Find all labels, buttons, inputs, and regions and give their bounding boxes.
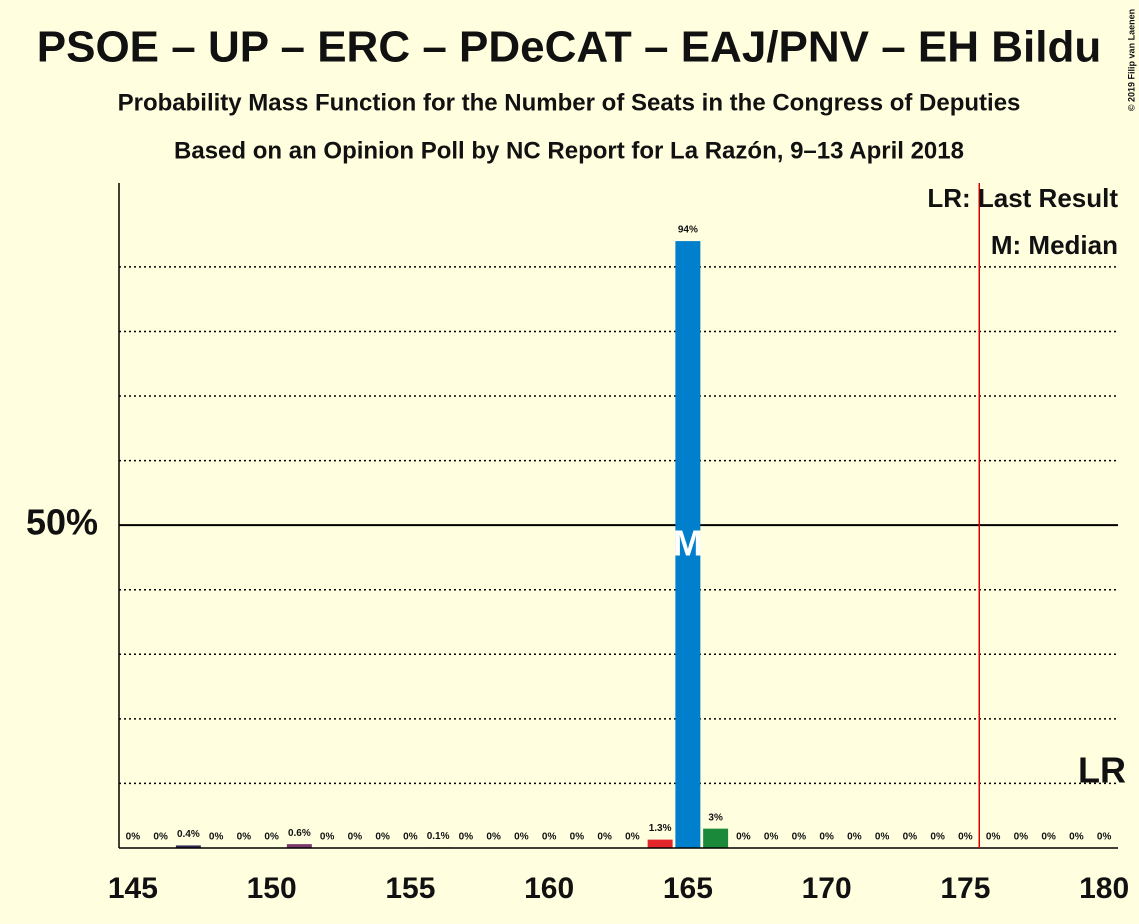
value-label: 0% — [1041, 832, 1056, 843]
value-label: 0% — [375, 832, 390, 843]
chart-subtitle: Probability Mass Function for the Number… — [118, 89, 1021, 116]
value-label: 0% — [403, 832, 418, 843]
value-label: 0% — [348, 832, 363, 843]
value-label: 0% — [126, 832, 141, 843]
bar — [286, 844, 312, 848]
x-tick-label: 175 — [940, 872, 990, 905]
value-label: 0% — [903, 832, 918, 843]
value-label: 0.1% — [427, 831, 450, 842]
value-label: 0% — [986, 832, 1001, 843]
value-label: 0% — [320, 832, 335, 843]
value-label: 0% — [237, 832, 252, 843]
chart-title: PSOE – UP – ERC – PDeCAT – EAJ/PNV – EH … — [37, 23, 1101, 72]
legend-entry: M: Median — [991, 230, 1118, 260]
x-tick-label: 160 — [524, 872, 574, 905]
value-label: 0% — [736, 832, 751, 843]
value-label: 0% — [625, 832, 640, 843]
value-label: 94% — [678, 225, 698, 236]
value-label: 0% — [153, 832, 168, 843]
value-label: 0% — [819, 832, 834, 843]
last-result-label: LR — [1078, 750, 1126, 791]
value-label: 0% — [792, 832, 807, 843]
value-label: 0% — [764, 832, 779, 843]
value-label: 0% — [514, 832, 529, 843]
value-label: 0% — [1069, 832, 1084, 843]
value-label: 0% — [264, 832, 279, 843]
bar — [703, 828, 729, 848]
median-marker: M — [673, 523, 703, 564]
bar — [647, 839, 673, 848]
chart-subtitle: Based on an Opinion Poll by NC Report fo… — [174, 137, 964, 164]
value-label: 0.6% — [288, 828, 311, 839]
value-label: 0% — [542, 832, 557, 843]
value-label: 0% — [459, 832, 474, 843]
value-label: 0% — [486, 832, 501, 843]
value-label: 0.4% — [177, 829, 200, 840]
value-label: 0% — [570, 832, 585, 843]
value-label: 3% — [708, 812, 723, 823]
x-tick-label: 150 — [247, 872, 297, 905]
value-label: 0% — [209, 832, 224, 843]
value-label: 1.3% — [649, 823, 672, 834]
x-tick-label: 155 — [385, 872, 435, 905]
y-tick-label: 50% — [26, 502, 98, 543]
value-label: 0% — [847, 832, 862, 843]
x-tick-label: 170 — [802, 872, 852, 905]
copyright: © 2019 Filip van Laenen — [1126, 9, 1136, 111]
value-label: 0% — [930, 832, 945, 843]
value-label: 0% — [958, 832, 973, 843]
x-tick-label: 165 — [663, 872, 713, 905]
legend-entry: LR: Last Result — [927, 183, 1118, 213]
value-label: 0% — [1097, 832, 1112, 843]
value-label: 0% — [597, 832, 612, 843]
x-tick-label: 145 — [108, 872, 158, 905]
value-label: 0% — [1014, 832, 1029, 843]
bar — [675, 241, 701, 848]
bar — [175, 845, 201, 848]
x-tick-label: 180 — [1079, 872, 1129, 905]
value-label: 0% — [875, 832, 890, 843]
